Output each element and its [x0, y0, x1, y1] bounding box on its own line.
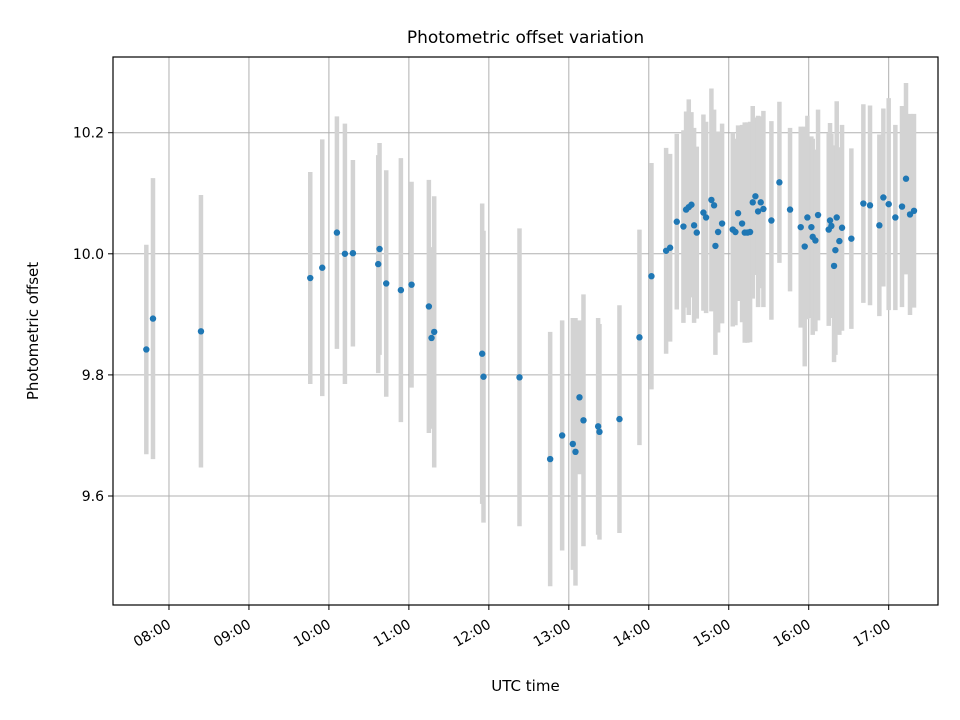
data-point: [680, 223, 687, 230]
data-point: [828, 222, 835, 230]
data-point: [866, 202, 874, 209]
data-point: [580, 417, 587, 424]
data-point: [804, 214, 811, 221]
data-point: [797, 223, 804, 231]
x-axis-label: UTC time: [491, 677, 559, 695]
data-point: [594, 423, 602, 430]
data-point: [860, 200, 867, 207]
data-point: [833, 214, 840, 221]
data-point: [732, 228, 739, 236]
data-point: [673, 218, 680, 225]
data-point: [616, 415, 623, 423]
data-point: [738, 220, 746, 227]
data-point: [876, 222, 883, 229]
data-point: [752, 193, 759, 200]
data-point: [319, 264, 326, 271]
data-point: [712, 242, 719, 250]
data-point: [776, 179, 783, 186]
data-point: [718, 220, 726, 227]
data-point: [801, 243, 808, 250]
data-point: [746, 228, 754, 236]
data-point: [572, 448, 579, 456]
data-point: [688, 201, 695, 208]
data-point: [754, 208, 762, 215]
data-point: [710, 202, 718, 209]
data-point: [848, 235, 855, 242]
data-point: [569, 440, 577, 448]
data-point: [666, 244, 674, 251]
y-tick-label: 9.6: [82, 489, 104, 505]
data-point: [431, 328, 438, 336]
data-point: [425, 303, 433, 310]
data-point: [700, 209, 707, 216]
y-tick-label: 10.0: [73, 247, 104, 263]
data-point: [910, 207, 918, 215]
data-point: [143, 346, 150, 353]
data-point: [760, 205, 767, 213]
chart-title: Photometric offset variation: [407, 28, 644, 48]
data-point: [757, 199, 764, 206]
data-point: [832, 246, 839, 254]
data-point: [693, 229, 700, 236]
data-point: [408, 281, 415, 288]
data-point: [812, 237, 819, 244]
data-point: [596, 428, 603, 436]
data-point: [902, 175, 910, 182]
data-point: [708, 196, 715, 204]
data-point: [383, 280, 390, 287]
data-point: [808, 223, 815, 231]
data-point: [714, 228, 722, 236]
data-point: [197, 328, 205, 335]
data-point: [648, 273, 655, 280]
data-point: [349, 249, 357, 257]
data-point: [786, 206, 794, 213]
data-point: [516, 374, 523, 381]
data-point: [376, 245, 383, 253]
data-point: [826, 217, 834, 224]
data-point: [307, 274, 314, 282]
data-point: [576, 394, 583, 401]
data-point: [636, 334, 643, 341]
data-point: [480, 373, 487, 380]
data-point: [375, 260, 382, 268]
data-point: [478, 350, 486, 357]
data-point: [546, 455, 554, 463]
data-point: [892, 214, 899, 221]
data-point: [768, 217, 775, 224]
data-point: [397, 286, 405, 294]
y-axis-label: Photometric offset: [24, 262, 42, 400]
data-point: [830, 262, 838, 270]
data-point: [836, 237, 843, 245]
y-tick-label: 9.8: [82, 368, 104, 384]
data-point: [558, 432, 566, 439]
data-point: [428, 334, 435, 342]
data-point: [814, 211, 822, 219]
data-points: [143, 175, 918, 463]
data-point: [749, 199, 756, 206]
data-point: [734, 210, 742, 217]
data-point: [838, 224, 846, 231]
data-point: [341, 250, 349, 257]
data-point: [149, 315, 157, 322]
data-point: [885, 200, 892, 208]
y-tick-label: 10.2: [73, 126, 104, 142]
data-point: [702, 214, 710, 221]
plot-frame: [112, 56, 939, 606]
data-point: [333, 229, 341, 236]
data-point: [880, 194, 887, 201]
data-point: [690, 222, 698, 229]
data-point: [898, 203, 906, 210]
